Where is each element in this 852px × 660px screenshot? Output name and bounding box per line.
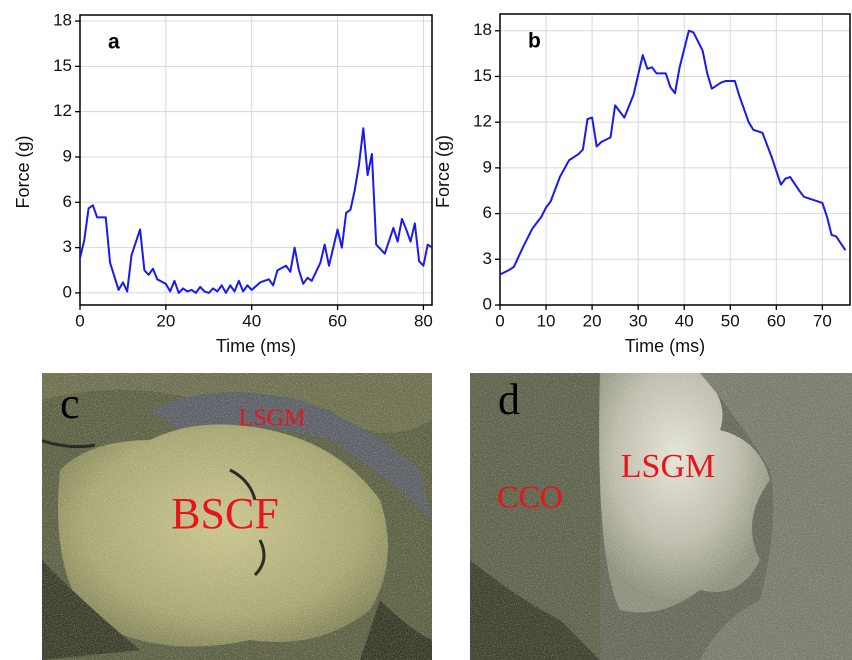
y-tick-label: 3	[63, 237, 72, 256]
x-tick-label: 60	[328, 311, 347, 330]
x-tick-label: 80	[414, 311, 433, 330]
panel-label: a	[108, 31, 120, 54]
x-tick-label: 0	[495, 311, 504, 330]
y-tick-label: 12	[473, 112, 492, 131]
y-axis-title: Force (g)	[433, 135, 453, 208]
panel-letter: d	[498, 375, 520, 424]
x-tick-label: 60	[767, 311, 786, 330]
y-tick-label: 6	[63, 192, 72, 211]
plot-frame	[79, 14, 433, 306]
y-axis-title: Force (g)	[13, 135, 33, 208]
region-label: BSCF	[171, 489, 279, 538]
y-tick-label: 0	[483, 294, 492, 313]
data-line	[80, 127, 432, 294]
y-tick-label: 6	[483, 203, 492, 222]
y-tick-label: 9	[483, 157, 492, 176]
y-tick-label: 3	[483, 249, 492, 268]
region-label: LSGM	[239, 406, 306, 432]
x-tick-label: 30	[629, 311, 648, 330]
x-tick-label: 20	[156, 311, 175, 330]
y-tick-label: 18	[53, 11, 72, 30]
plot	[500, 29, 847, 276]
x-tick-label: 20	[583, 311, 602, 330]
y-tick-label: 0	[63, 282, 72, 301]
x-axis-title: Time (ms)	[625, 336, 705, 356]
micrograph-d	[470, 373, 852, 660]
y-tick-label: 9	[63, 146, 72, 165]
x-axis-title: Time (ms)	[216, 336, 296, 356]
x-tick-label: 50	[721, 311, 740, 330]
panel-letter: c	[60, 379, 80, 428]
y-tick-label: 12	[53, 101, 72, 120]
y-tick-label: 18	[473, 20, 492, 39]
data-line	[500, 29, 847, 276]
y-tick-label: 15	[53, 56, 72, 75]
micrograph-c	[42, 373, 432, 660]
region-label: CCO	[497, 478, 563, 514]
plot	[80, 127, 432, 294]
x-tick-label: 40	[242, 311, 261, 330]
x-tick-label: 40	[675, 311, 694, 330]
plot-frame	[499, 13, 851, 306]
region-label: LSGM	[621, 448, 715, 485]
x-tick-label: 10	[537, 311, 556, 330]
y-tick-label: 15	[473, 66, 492, 85]
x-tick-label: 70	[813, 311, 832, 330]
panel-label: b	[528, 30, 541, 53]
x-tick-label: 0	[75, 311, 84, 330]
